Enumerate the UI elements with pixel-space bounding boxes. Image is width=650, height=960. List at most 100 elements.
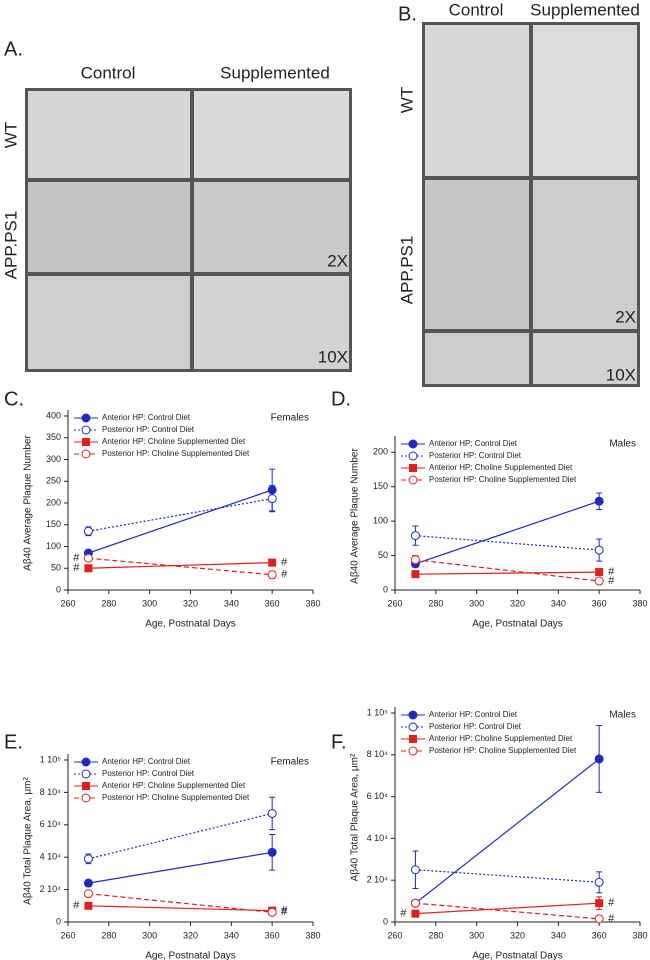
y-tick-label: 50 <box>51 563 61 573</box>
corner-text: Males <box>609 439 636 450</box>
marker <box>84 564 93 573</box>
y-tick-label: 8 10⁴ <box>367 749 389 759</box>
series-line <box>415 535 600 551</box>
legend-marker <box>408 439 418 449</box>
legend-label: Anterior HP: Choline Supplemented Diet <box>102 781 246 790</box>
marker <box>411 570 420 579</box>
magnification: 10X <box>606 365 636 384</box>
micrograph <box>28 91 190 178</box>
significance-mark: # <box>73 900 80 912</box>
legend-label: Posterior HP: Choline Supplemented Diet <box>102 449 250 458</box>
y-tick-label: 4 10⁴ <box>367 833 389 843</box>
legend-marker <box>408 722 418 732</box>
marker <box>594 914 604 924</box>
marker <box>267 494 277 504</box>
marker <box>83 889 93 899</box>
significance-mark: # <box>281 557 288 569</box>
legend-label: Posterior HP: Choline Supplemented Diet <box>102 793 250 802</box>
y-axis-label: Aβ40 Total Plaque Area, μm² <box>23 776 34 904</box>
micrograph <box>533 333 637 384</box>
micrograph <box>425 180 529 329</box>
series-line <box>88 561 273 569</box>
series-line <box>415 758 600 904</box>
panel-label: D. <box>331 388 351 410</box>
x-tick-label: 300 <box>469 930 484 940</box>
series-line <box>88 557 273 576</box>
column-header: Control <box>449 0 504 19</box>
x-tick-label: 260 <box>60 930 75 940</box>
x-tick-label: 280 <box>101 930 116 940</box>
x-tick-label: 380 <box>632 598 647 608</box>
y-tick-label: 200 <box>46 497 61 507</box>
y-tick-label: 350 <box>46 432 61 442</box>
panel-label: E. <box>4 731 23 753</box>
legend-marker <box>81 769 91 779</box>
x-axis-label: Age, Postnatal Days <box>145 951 236 960</box>
micrograph <box>425 333 529 384</box>
legend-label: Anterior HP: Choline Supplemented Diet <box>102 437 246 446</box>
legend-marker <box>81 757 91 767</box>
micrograph <box>194 276 349 369</box>
y-tick-label: 100 <box>373 516 388 526</box>
y-tick-label: 6 10⁴ <box>40 819 62 829</box>
marker <box>410 898 420 908</box>
marker <box>83 526 93 536</box>
x-tick-label: 380 <box>305 598 320 608</box>
column-header: Supplemented <box>220 63 330 82</box>
marker <box>83 854 93 864</box>
y-tick-label: 0 <box>56 584 61 594</box>
marker <box>595 568 604 577</box>
marker <box>594 496 604 506</box>
series-line <box>415 571 600 575</box>
row-header: APP.PS1 <box>397 236 416 305</box>
x-tick-label: 280 <box>428 930 443 940</box>
series-line <box>415 902 600 915</box>
marker <box>267 570 277 580</box>
legend-marker <box>81 413 91 423</box>
marker <box>410 555 420 565</box>
legend-label: Anterior HP: Control Diet <box>429 439 518 448</box>
legend-label: Posterior HP: Control Diet <box>429 722 522 731</box>
y-tick-label: 8 10⁴ <box>40 787 62 797</box>
series-line <box>415 559 600 582</box>
column-header: Control <box>81 63 136 82</box>
x-tick-label: 300 <box>142 930 157 940</box>
y-axis-label: Aβ40 Average Plaque Number <box>23 435 34 571</box>
y-tick-label: 0 <box>383 584 388 594</box>
marker <box>594 576 604 586</box>
significance-mark: # <box>400 908 407 920</box>
x-tick-label: 260 <box>387 930 402 940</box>
x-axis-label: Age, Postnatal Days <box>472 951 563 960</box>
legend-marker <box>82 782 90 790</box>
significance-mark: # <box>608 575 615 587</box>
micrograph <box>28 182 190 272</box>
x-tick-label: 260 <box>387 598 402 608</box>
magnification: 2X <box>615 307 636 326</box>
y-tick-label: 200 <box>373 447 388 457</box>
x-tick-label: 260 <box>60 598 75 608</box>
y-tick-label: 300 <box>46 454 61 464</box>
y-tick-label: 1 10⁵ <box>40 754 62 764</box>
marker <box>267 907 277 917</box>
legend-label: Anterior HP: Control Diet <box>429 710 518 719</box>
series-line <box>88 851 273 884</box>
legend-marker <box>408 746 418 756</box>
legend-marker <box>408 710 418 720</box>
x-tick-label: 340 <box>224 598 239 608</box>
micrograph <box>425 25 529 176</box>
x-tick-label: 360 <box>592 598 607 608</box>
significance-mark: # <box>608 913 615 925</box>
y-tick-label: 2 10⁴ <box>367 875 389 885</box>
x-tick-label: 320 <box>183 930 198 940</box>
micrograph-grid-a <box>25 88 352 372</box>
magnification: 10X <box>318 347 348 366</box>
marker <box>595 899 604 908</box>
series-line <box>88 489 273 554</box>
panel-label: C. <box>4 388 24 410</box>
panel-label: F. <box>331 731 347 753</box>
y-tick-label: 0 <box>56 916 61 926</box>
micrograph <box>28 276 190 369</box>
y-tick-label: 6 10⁴ <box>367 791 389 801</box>
marker <box>410 531 420 541</box>
micrograph <box>194 182 349 272</box>
